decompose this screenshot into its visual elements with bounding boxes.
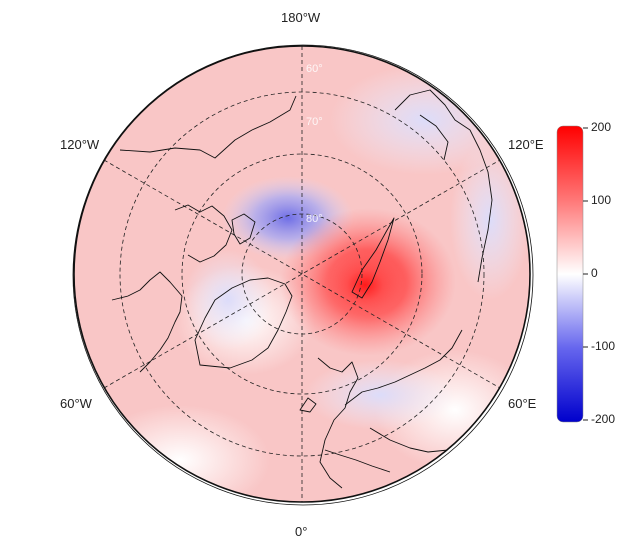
iceland-coast [299, 397, 317, 413]
lon-label-180w: 180°W [281, 10, 321, 25]
lat-label-80: 80° [306, 213, 323, 225]
field-negative-patch [450, 140, 530, 300]
colorbar-tick-minus200: -200 [591, 412, 616, 426]
meridian-60w-120e [103, 159, 501, 389]
lon-label-120e: 120°E [508, 137, 544, 152]
colorbar-tick-100: 100 [591, 193, 612, 207]
colorbar-ticks [583, 127, 588, 421]
colorbar-tick-200: 200 [591, 120, 612, 134]
lat-label-70: 70° [306, 116, 323, 128]
novaya-zemlya-coast [351, 217, 395, 299]
russia-north-coast [344, 329, 463, 406]
europe-inland-border [369, 427, 449, 453]
lat-label-60: 60° [306, 63, 323, 75]
map-boundary-shadow [72, 44, 534, 506]
ellesmere-coast [231, 213, 256, 245]
colorbar-tick-minus100: -100 [591, 339, 616, 353]
field-white-patch [90, 405, 270, 502]
lon-label-0: 0° [295, 524, 308, 539]
east-siberia-coast [394, 89, 493, 283]
colorbar [556, 125, 584, 423]
field-positive-core [325, 251, 405, 319]
canada-hudson-coast [111, 271, 183, 373]
field-negative-patch [305, 360, 455, 430]
lon-label-60e: 60°E [508, 396, 537, 411]
lon-label-120w: 120°W [60, 137, 100, 152]
canadian-archipelago-coast [174, 204, 233, 263]
graticule [103, 46, 501, 502]
scandinavia-coast [317, 357, 359, 489]
parallel-70 [181, 153, 423, 395]
greenland-coast [194, 277, 293, 369]
map-boundary [73, 45, 531, 503]
coastlines [111, 89, 493, 489]
alaska-siberia-coast [119, 95, 297, 159]
field-negative-patch [183, 250, 273, 350]
colorbar-tick-0: 0 [591, 266, 598, 280]
anomaly-field [74, 46, 530, 502]
lon-label-60w: 60°W [60, 396, 92, 411]
europe-inland-border [324, 449, 391, 473]
kamchatka-coast [419, 114, 449, 161]
meridian-120w-60e [103, 159, 501, 389]
